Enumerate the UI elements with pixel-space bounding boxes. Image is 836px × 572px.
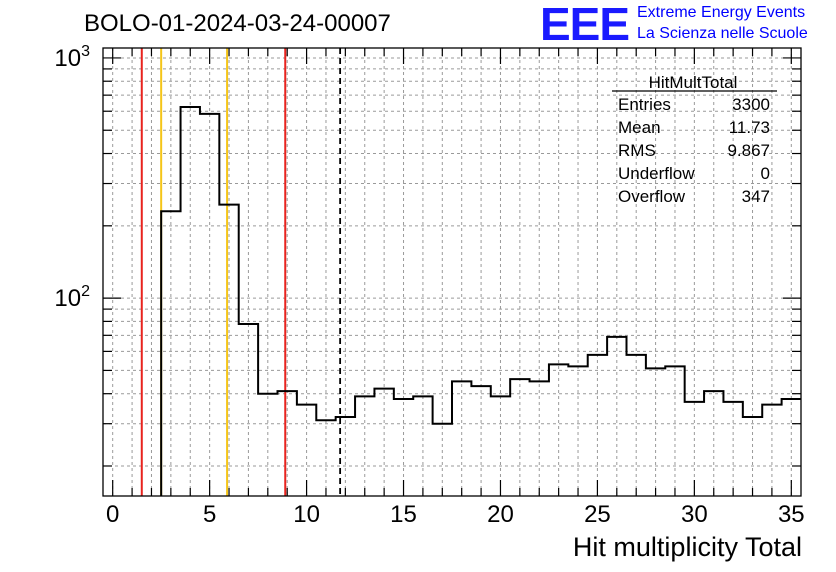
histogram-bin bbox=[278, 391, 297, 496]
stats-value: 11.73 bbox=[729, 118, 770, 137]
histogram-bin bbox=[336, 417, 355, 496]
plot-frame bbox=[102, 47, 802, 497]
histogram-bin bbox=[452, 381, 471, 496]
histogram-bin bbox=[219, 205, 238, 496]
histogram-outline bbox=[160, 105, 801, 496]
histogram-bin bbox=[258, 394, 277, 496]
histogram-bin bbox=[200, 114, 219, 496]
x-tick-label: 10 bbox=[293, 501, 320, 528]
stats-value: 0 bbox=[761, 164, 770, 183]
histogram-bin bbox=[374, 389, 393, 496]
stats-box: HitMultTotal Entries 3300 Mean 11.73 RMS 9.86… bbox=[612, 73, 777, 206]
y-tick-label: 102 bbox=[54, 283, 90, 312]
x-axis-label: Hit multiplicity Total bbox=[572, 532, 802, 562]
y-tick-label: 103 bbox=[54, 43, 90, 72]
logo-line-2: La Scienza nelle Scuole bbox=[637, 25, 808, 42]
histogram-bin bbox=[723, 402, 742, 496]
chart-title: BOLO-01-2024-03-24-00007 bbox=[84, 10, 391, 37]
stats-label: Underflow bbox=[618, 164, 695, 183]
stats-value: 3300 bbox=[732, 95, 770, 114]
stats-value: 347 bbox=[742, 187, 770, 206]
histogram-bin bbox=[510, 379, 529, 496]
stats-title: HitMultTotal bbox=[649, 73, 738, 92]
x-tick-label: 35 bbox=[778, 501, 805, 528]
logo-line-1: Extreme Energy Events bbox=[637, 4, 806, 21]
logo-mark: EEE bbox=[540, 0, 630, 50]
histogram-bin bbox=[743, 417, 762, 496]
histogram-bin bbox=[627, 355, 646, 496]
histogram-bin bbox=[588, 355, 607, 496]
stats-label: Overflow bbox=[618, 187, 686, 206]
stats-value: 9.867 bbox=[727, 141, 770, 160]
histogram-bin bbox=[704, 391, 723, 496]
histogram-bin bbox=[433, 424, 452, 496]
stats-label: Mean bbox=[618, 118, 661, 137]
x-tick-label: 15 bbox=[390, 501, 417, 528]
histogram-bin bbox=[355, 396, 374, 496]
histogram-bin bbox=[181, 107, 200, 496]
axis-ticks bbox=[103, 48, 801, 496]
histogram-bin bbox=[413, 396, 432, 496]
stats-label: Entries bbox=[618, 95, 671, 114]
histogram-bin bbox=[607, 337, 626, 496]
x-tick-label: 5 bbox=[203, 501, 216, 528]
x-tick-label: 0 bbox=[106, 501, 119, 528]
histogram-bin bbox=[665, 366, 684, 496]
histogram-bin bbox=[161, 211, 180, 496]
stats-label: RMS bbox=[618, 141, 656, 160]
histogram-bin bbox=[239, 324, 258, 496]
stats-rows: Entries 3300 Mean 11.73 RMS 9.867 Underflow 0 Ov… bbox=[618, 95, 770, 206]
x-tick-label: 25 bbox=[584, 501, 611, 528]
eee-logo: EEE Extreme Energy Events La Scienza nel… bbox=[540, 0, 836, 50]
histogram-bin bbox=[568, 366, 587, 496]
histogram-bin bbox=[549, 364, 568, 496]
histogram-bin bbox=[471, 386, 490, 496]
histogram-bin bbox=[762, 405, 781, 496]
histogram-bin bbox=[530, 381, 549, 496]
x-tick-label: 20 bbox=[487, 501, 514, 528]
histogram-bin bbox=[316, 420, 335, 496]
histogram-bins bbox=[160, 105, 801, 496]
x-tick-label: 30 bbox=[681, 501, 708, 528]
histogram-bin bbox=[646, 368, 665, 496]
